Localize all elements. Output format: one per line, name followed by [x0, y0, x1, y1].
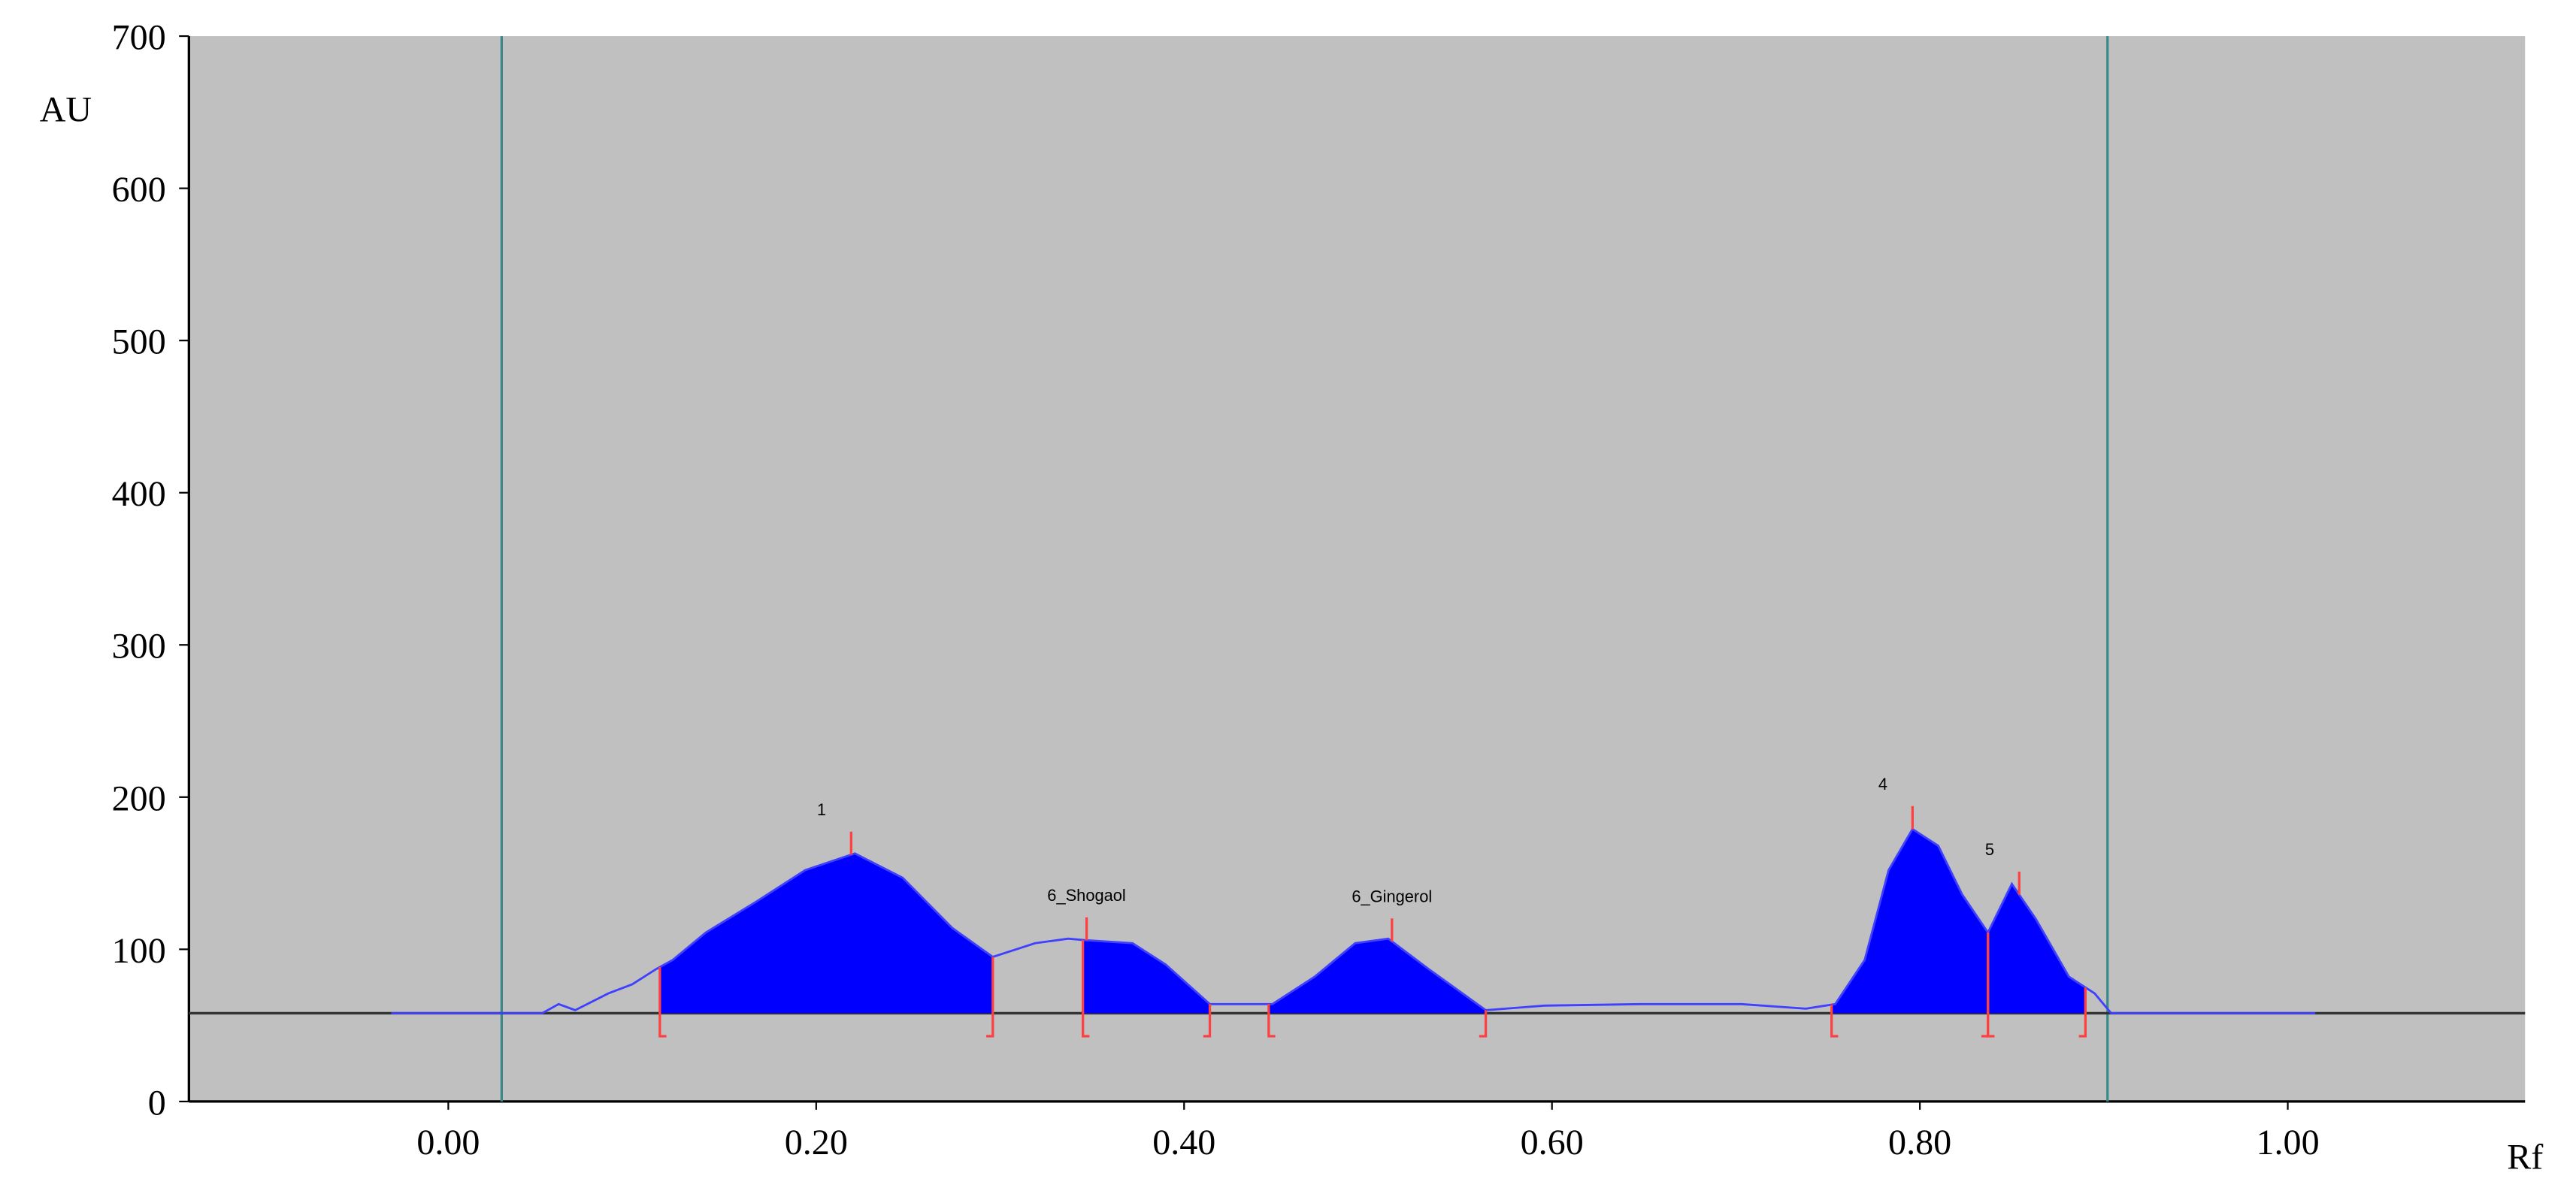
peak-boundary [658, 966, 667, 1038]
trace-line [391, 827, 2316, 1014]
y-tick-label: 700 [112, 18, 166, 58]
peak-label: 6_Gingerol [1352, 887, 1432, 905]
x-tick-label: 0.40 [1152, 1123, 1215, 1162]
y-axis-label: AU [40, 90, 92, 130]
y-tick-label: 400 [112, 474, 166, 514]
peak-area [659, 853, 993, 1014]
peak-boundary [1082, 939, 1090, 1038]
peak-boundary [986, 957, 994, 1038]
y-tick-label: 0 [148, 1083, 166, 1123]
x-tick-label: 0.20 [785, 1123, 848, 1162]
y-tick-label: 100 [112, 931, 166, 971]
peak-boundary [1830, 1005, 1839, 1038]
x-tick-label: 0.00 [416, 1123, 480, 1162]
x-tick-label: 0.80 [1888, 1123, 1951, 1162]
peak-boundary [1987, 932, 1995, 1038]
peak-area [1082, 939, 1210, 1014]
peak-area [1831, 829, 1988, 1014]
y-tick-label: 500 [112, 322, 166, 362]
peak-area [1268, 939, 1486, 1014]
x-tick-label: 0.60 [1521, 1123, 1584, 1162]
peak-label: 4 [1878, 775, 1887, 793]
peak-boundary [1267, 1004, 1276, 1038]
y-tick-label: 200 [112, 778, 166, 818]
plot-area [189, 36, 2526, 1102]
peak-label: 5 [1985, 840, 1994, 859]
peak-boundary [2078, 987, 2087, 1038]
peak-boundary [1203, 1004, 1212, 1038]
peak-area [1987, 884, 2086, 1014]
y-tick-label: 300 [112, 627, 166, 666]
x-axis-label: Rf [2507, 1137, 2543, 1177]
peak-label: 1 [817, 800, 826, 819]
peak-label: 6_Shogaol [1047, 886, 1125, 905]
y-tick-label: 600 [112, 170, 166, 210]
x-tick-label: 1.00 [2256, 1123, 2319, 1162]
peak-boundary [1479, 1010, 1488, 1038]
